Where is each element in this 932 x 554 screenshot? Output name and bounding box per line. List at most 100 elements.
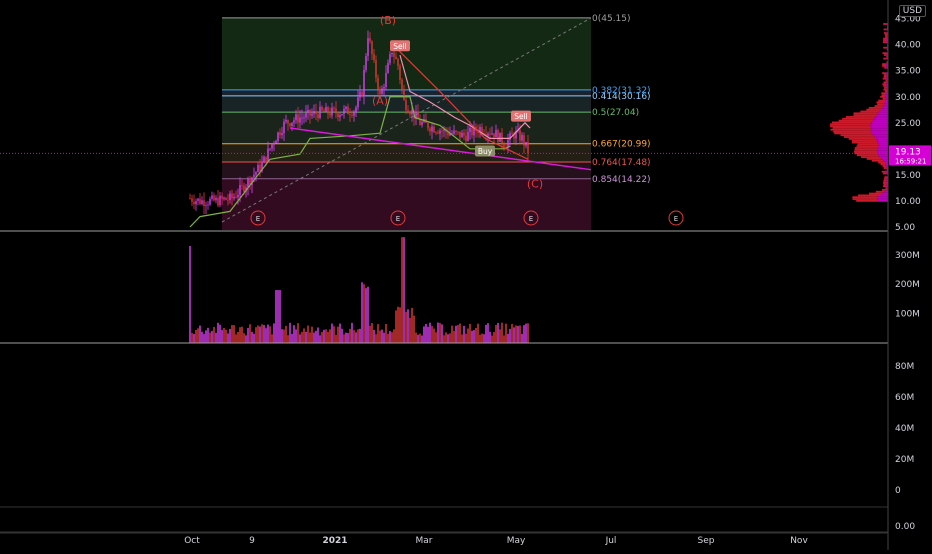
volume-bar: [261, 324, 262, 343]
volume-bar: [237, 332, 238, 343]
volume-bar: [467, 329, 468, 343]
volume-bar: [309, 332, 310, 343]
volume-bar: [263, 325, 264, 343]
volume-bar: [423, 326, 424, 343]
candle-body: [213, 195, 214, 200]
volume-bar: [527, 323, 528, 343]
volume-bar: [415, 333, 416, 343]
volume-bar: [379, 331, 380, 343]
price-tick-label: 15.00: [895, 171, 921, 181]
candle-body: [337, 113, 338, 117]
volume-bar: [313, 333, 314, 343]
volume-bar: [215, 333, 216, 343]
candle-body: [203, 200, 204, 206]
time-tick-label: Jul: [605, 536, 617, 546]
volume-profile-bar: [857, 145, 879, 147]
fib-level-label: 0.854(14.22): [592, 175, 651, 185]
earnings-label: E: [396, 215, 400, 223]
candle-body: [457, 132, 458, 133]
candle-body: [395, 57, 396, 59]
fib-level-label: 0.5(27.04): [592, 108, 639, 118]
volume-bar: [499, 329, 500, 343]
candle-body: [497, 130, 498, 142]
candle-body: [265, 157, 266, 162]
candle-body: [217, 198, 218, 206]
signal-label: Buy: [478, 147, 493, 156]
volume-bar: [217, 323, 218, 343]
volume-profile-bar: [857, 143, 878, 145]
currency-label[interactable]: USD: [899, 5, 926, 17]
candle-body: [205, 205, 206, 206]
volume-bar: [445, 332, 446, 343]
lower-tick-label: 0.00: [895, 522, 915, 532]
time-tick-label: 9: [249, 536, 255, 546]
volume-profile-bar: [887, 169, 888, 171]
volume-bar: [305, 332, 306, 343]
fib-level-label: 0(45.15): [592, 14, 631, 24]
volume-bar: [321, 332, 322, 343]
volume-profile-bar: [879, 194, 888, 196]
candle-body: [333, 108, 334, 109]
candle-body: [343, 109, 344, 114]
candle-body: [283, 122, 284, 133]
volume-bar: [431, 326, 432, 343]
volume-bar: [241, 327, 242, 343]
candle-body: [407, 110, 408, 113]
volume-profile-bar: [883, 185, 887, 187]
candle-body: [189, 198, 190, 199]
volume-bar: [501, 323, 502, 343]
volume-profile-bar: [872, 131, 888, 133]
volume-bar: [483, 334, 484, 343]
volume-profile-bar: [877, 198, 888, 200]
volume-bar: [231, 325, 232, 343]
volume-bar: [275, 290, 276, 343]
candle-body: [199, 199, 200, 204]
last-price-value: 19.13: [895, 147, 921, 157]
volume-bar: [393, 329, 394, 343]
volume-bar: [449, 333, 450, 343]
volume-bar: [509, 329, 510, 343]
volume-profile-bar: [878, 147, 888, 149]
candle-body: [393, 53, 394, 57]
volume-profile-bar: [882, 189, 886, 191]
volume-bar: [221, 330, 222, 343]
candle-body: [405, 100, 406, 110]
candle-body: [215, 198, 216, 201]
volume-bar: [417, 335, 418, 343]
volume-profile-bar: [884, 67, 887, 69]
volume-profile-bar: [884, 176, 887, 178]
candle-body: [391, 53, 392, 54]
volume-tick-label: 300M: [895, 251, 920, 261]
volume-bar: [475, 328, 476, 343]
volume-bar: [223, 328, 224, 343]
candle-body: [521, 135, 522, 141]
volume-profile-bar: [884, 167, 887, 169]
volume-tick-label: 200M: [895, 280, 920, 290]
candle-body: [493, 133, 494, 137]
indicator-tick-label: 0: [895, 486, 901, 496]
candle-body: [437, 132, 438, 133]
volume-bar: [419, 334, 420, 343]
candle-body: [433, 127, 434, 133]
price-tick-label: 10.00: [895, 197, 921, 207]
volume-bar: [525, 324, 526, 343]
candle-body: [237, 195, 238, 197]
candle-body: [291, 123, 292, 126]
candle-body: [459, 132, 460, 138]
candle-body: [377, 78, 378, 91]
volume-profile-bar: [884, 178, 887, 180]
volume-bar: [219, 325, 220, 343]
volume-profile-bar: [884, 74, 887, 76]
candle-body: [499, 133, 500, 142]
candle-body: [441, 131, 442, 132]
volume-profile-bar: [866, 109, 881, 111]
candle-body: [255, 172, 256, 175]
candle-body: [299, 118, 300, 123]
candle-body: [267, 149, 268, 162]
candle-body: [331, 108, 332, 116]
price-axis[interactable]: 45.0040.0035.0030.0025.0020.0015.0010.00…: [895, 15, 921, 532]
